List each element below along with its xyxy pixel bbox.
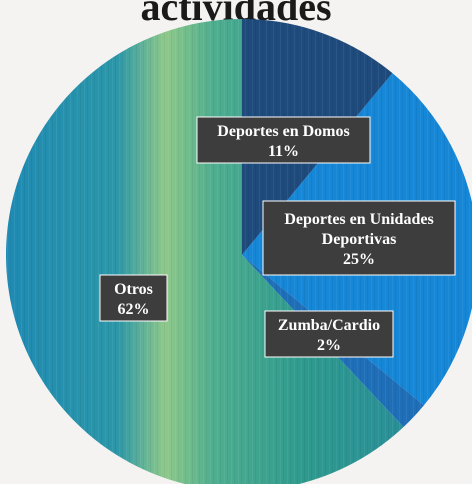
data-label-1: Deportes en Domos 11% [197, 117, 370, 163]
slice-value-label: 11% [268, 143, 299, 160]
slice-value-label: 25% [343, 251, 375, 268]
data-label-4: Otros 62% [100, 275, 167, 321]
slice-label: Deportes en Domos [217, 123, 349, 140]
slice-value-label: 2% [317, 337, 341, 354]
data-label-3: Zumba/Cardio 2% [265, 311, 393, 357]
slice-value-label: 62% [118, 301, 150, 318]
slice-label: Otros [114, 281, 153, 298]
slice-label: Zumba/Cardio [278, 317, 380, 334]
